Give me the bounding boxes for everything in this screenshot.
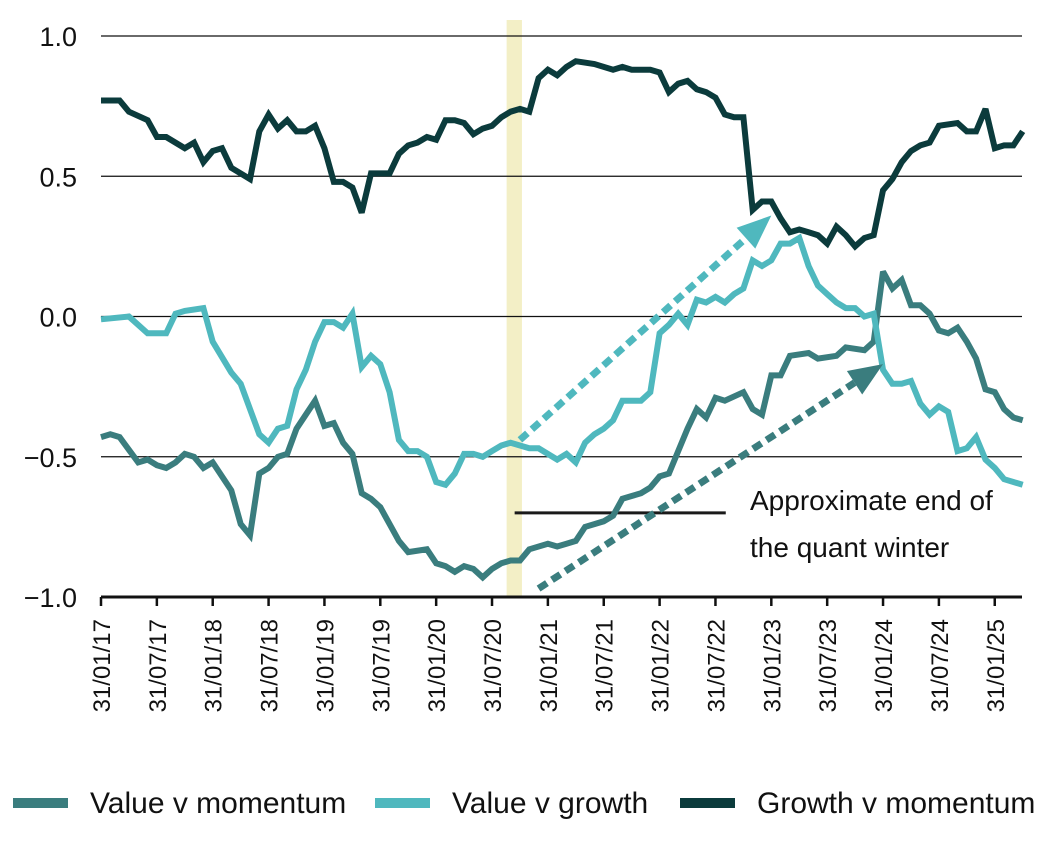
x-tick-label: 31/01/20 xyxy=(424,619,451,712)
x-tick-label: 31/01/17 xyxy=(89,619,116,712)
x-tick-label: 31/01/22 xyxy=(648,619,675,712)
x-tick-label: 31/01/25 xyxy=(983,619,1010,712)
series-line-value-v-growth xyxy=(100,233,1024,489)
legend-label: Value v momentum xyxy=(90,787,346,820)
dashed-trend-arrow-line xyxy=(517,235,749,443)
x-tick-label: 31/01/21 xyxy=(536,619,563,712)
annotation-text-line2: the quant winter xyxy=(750,532,949,563)
arrowhead-icon xyxy=(846,364,884,395)
quant-winter-annotation: Approximate end of the quant winter xyxy=(750,485,993,563)
series-line-growth-v-momentum xyxy=(101,58,1026,251)
y-axis-tick-labels: 1.0 0.5 0.0 −0.5 −1.0 xyxy=(24,22,77,613)
legend-item-growth-v-momentum[interactable]: Growth v momentum xyxy=(680,787,1035,820)
arrowhead-icon xyxy=(736,215,772,249)
x-tick-label: 31/07/21 xyxy=(592,619,619,712)
x-tick-label: 31/07/19 xyxy=(368,619,395,712)
series-line-value-v-momentum xyxy=(100,270,1024,582)
legend-swatch xyxy=(13,798,68,808)
y-tick-label: 1.0 xyxy=(39,22,77,52)
x-tick-label: 31/07/22 xyxy=(703,619,730,712)
x-tick-label: 31/07/23 xyxy=(815,619,842,712)
x-axis-tick-labels: 31/01/17 31/07/17 31/01/18 31/07/18 31/01/19… xyxy=(89,597,1010,712)
y-tick-label: −0.5 xyxy=(24,443,77,473)
x-tick-label: 31/07/17 xyxy=(145,619,172,712)
legend-swatch xyxy=(680,798,735,808)
trend-arrows xyxy=(517,215,884,592)
highlight-band-layer xyxy=(506,20,522,597)
x-tick-label: 31/01/18 xyxy=(201,619,228,712)
x-tick-label: 31/07/18 xyxy=(257,619,284,712)
legend: Value v momentum Value v growth Growth v… xyxy=(13,787,1035,820)
legend-swatch xyxy=(375,798,430,808)
x-tick-label: 31/01/19 xyxy=(312,619,339,712)
x-tick-label: 31/07/24 xyxy=(927,619,954,712)
x-tick-label: 31/01/24 xyxy=(871,619,898,712)
highlight-band xyxy=(506,20,522,597)
x-tick-label: 31/07/20 xyxy=(480,619,507,712)
y-tick-label: 0.5 xyxy=(39,162,77,192)
legend-item-value-v-growth[interactable]: Value v growth xyxy=(375,787,648,820)
series-layer xyxy=(100,58,1026,582)
x-tick-label: 31/01/23 xyxy=(759,619,786,712)
legend-label: Value v growth xyxy=(452,787,648,820)
legend-label: Growth v momentum xyxy=(757,787,1035,820)
y-tick-label: 0.0 xyxy=(39,303,77,333)
annotation-text-line1: Approximate end of xyxy=(750,485,993,516)
legend-item-value-v-momentum[interactable]: Value v momentum xyxy=(13,787,346,820)
y-tick-label: −1.0 xyxy=(24,583,77,613)
